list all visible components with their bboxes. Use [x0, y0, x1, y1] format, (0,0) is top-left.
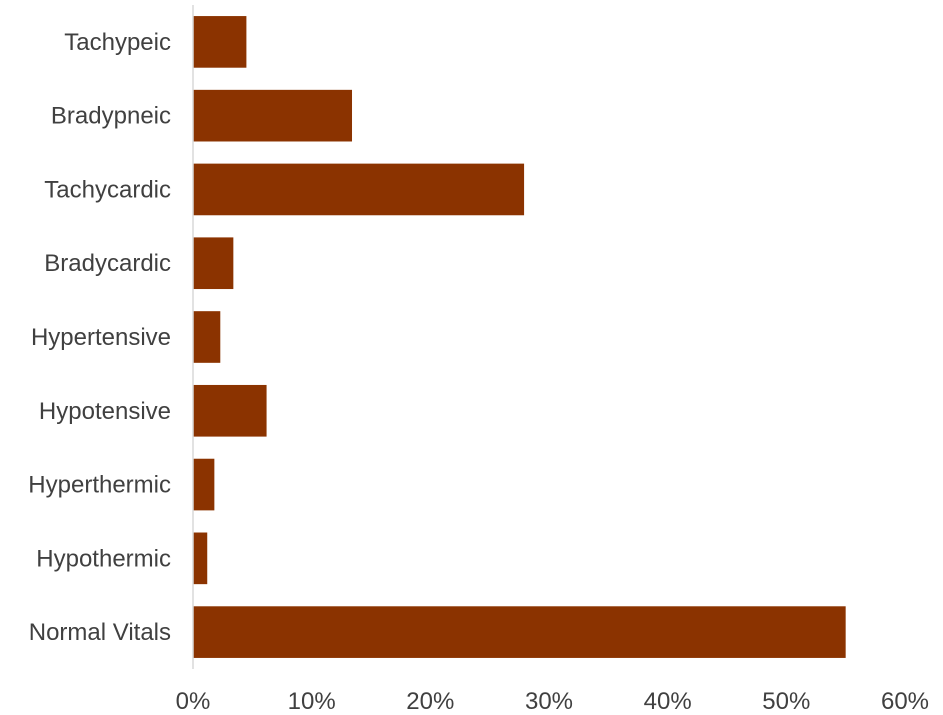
category-label: Hypothermic	[36, 545, 171, 572]
bar-tachypeic	[193, 16, 247, 68]
category-label: Normal Vitals	[29, 619, 171, 646]
category-label: Hyperthermic	[28, 472, 171, 499]
bars-group	[193, 16, 846, 658]
bar-bradycardic	[193, 237, 234, 290]
x-tick-labels: 0% 10% 20% 30% 40% 50% 60%	[176, 688, 929, 715]
category-label: Tachypeic	[64, 29, 171, 56]
x-tick-label: 10%	[288, 688, 336, 715]
x-tick-label: 60%	[881, 688, 929, 715]
category-label: Tachycardic	[44, 176, 171, 203]
x-tick-label: 40%	[644, 688, 692, 715]
x-tick-label: 0%	[176, 688, 211, 715]
x-tick-label: 30%	[525, 688, 573, 715]
bar-normal-vitals	[193, 606, 846, 658]
bar-hyperthermic	[193, 458, 215, 511]
bar-hypotensive	[193, 384, 267, 437]
x-tick-label: 20%	[406, 688, 454, 715]
bar-tachycardic	[193, 163, 525, 216]
bar-hypothermic	[193, 532, 208, 585]
category-label: Bradycardic	[44, 250, 171, 277]
bar-hypertensive	[193, 311, 221, 363]
category-labels: Tachypeic Bradypneic Tachycardic Bradycardi…	[28, 29, 171, 646]
category-label: Hypotensive	[39, 398, 171, 425]
category-label: Hypertensive	[31, 324, 171, 351]
x-tick-label: 50%	[762, 688, 810, 715]
bar-bradypneic	[193, 89, 353, 142]
category-label: Bradypneic	[51, 103, 171, 130]
